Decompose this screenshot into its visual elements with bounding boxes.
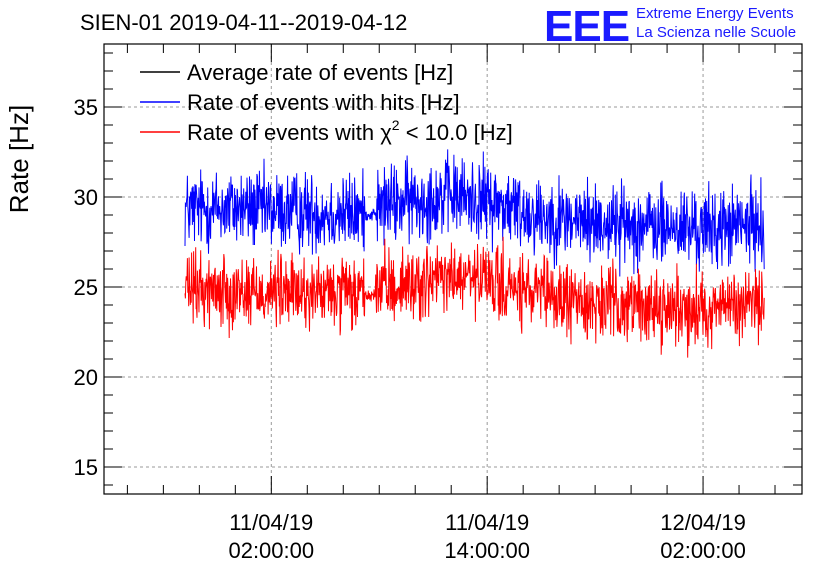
y-tick-label: 25 xyxy=(74,275,98,300)
x-tick-time-label: 02:00:00 xyxy=(660,538,746,563)
legend-label: Rate of events with χ2 < 10.0 [Hz] xyxy=(187,117,513,145)
chart-title: SIEN-01 2019-04-11--2019-04-12 xyxy=(80,10,408,35)
logo-caption-line2: La Scienza nelle Scuole xyxy=(636,24,797,41)
y-axis-label: Rate [Hz] xyxy=(4,105,34,213)
axis-labels: 15 20 25 30 35 11/04/19 02:00:00 11/04/19 14:00:… xyxy=(4,95,746,563)
series-line-hits xyxy=(184,149,765,277)
eee-logo: EEE xyxy=(544,2,630,51)
logo-caption: Extreme Energy Events La Scienza nelle S… xyxy=(636,4,796,42)
x-tick-time-label: 14:00:00 xyxy=(444,538,530,563)
x-tick-date-label: 12/04/19 xyxy=(660,510,746,535)
y-tick-label: 15 xyxy=(74,455,98,480)
series-line-chi2 xyxy=(184,236,765,358)
x-tick-date-label: 11/04/19 xyxy=(229,510,313,535)
y-tick-label: 35 xyxy=(74,95,98,120)
axis-ticks xyxy=(104,44,802,494)
legend-label: Average rate of events [Hz] xyxy=(187,60,453,85)
y-tick-label: 30 xyxy=(74,185,98,210)
series-layer xyxy=(184,149,765,358)
logo-caption-line1: Extreme Energy Events xyxy=(636,5,794,22)
legend: Average rate of events [Hz] Rate of event… xyxy=(140,60,513,145)
x-tick-time-label: 02:00:00 xyxy=(228,538,314,563)
x-tick-date-label: 11/04/19 xyxy=(445,510,529,535)
y-tick-label: 20 xyxy=(74,365,98,390)
legend-label: Rate of events with hits [Hz] xyxy=(187,90,460,115)
